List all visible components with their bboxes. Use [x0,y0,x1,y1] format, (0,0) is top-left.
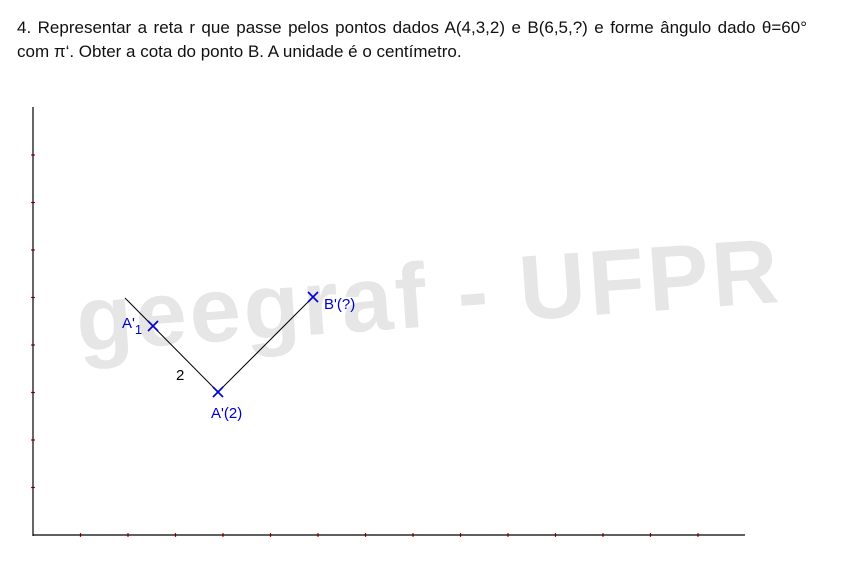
label-a: A'(2) [211,405,242,422]
point-a [212,386,224,398]
label-a1-sub: 1 [135,322,142,337]
label-segment: 2 [176,367,184,384]
label-b: B'(?) [324,296,355,313]
problem-text: 4. Representar a reta r que passe pelos … [17,18,807,61]
watermark-group: geegraf - UFPR [73,220,785,371]
watermark: geegraf - UFPR [73,220,785,371]
label-a1-main: A' [122,315,135,332]
label-a1: A'1 [122,315,142,337]
point-marks [147,291,319,398]
point-a1 [147,320,159,332]
point-b [307,291,319,303]
